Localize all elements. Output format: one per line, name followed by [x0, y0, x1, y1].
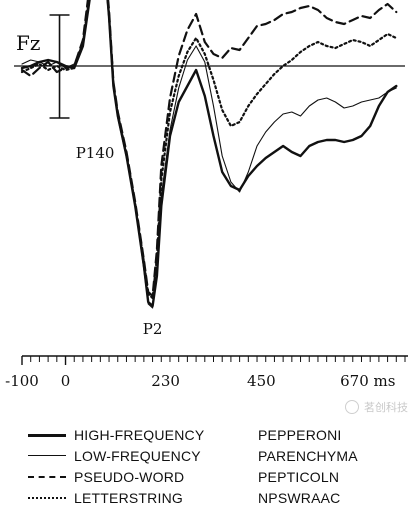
time-axis-tick-label: 0 — [61, 372, 71, 390]
series-line-dashed — [20, 0, 398, 298]
legend-series-name: PSEUDO-WORD — [74, 468, 185, 485]
legend-item: HIGH-FREQUENCY PEPPERONI — [28, 424, 388, 445]
axes-layer — [14, 14, 408, 365]
watermark-logo-icon — [345, 400, 359, 414]
legend-series-word: PEPTICOLN — [258, 468, 340, 485]
channel-label: Fz — [16, 31, 40, 55]
legend-swatch-dashed — [28, 472, 66, 482]
legend-series-word: NPSWRAAC — [258, 489, 341, 506]
series-layer — [20, 0, 398, 309]
legend-item: PSEUDO-WORD PEPTICOLN — [28, 466, 388, 487]
time-axis-tick-label: 230 — [151, 372, 180, 390]
watermark: 茗创科技 — [258, 395, 408, 419]
series-line-solid — [20, 0, 398, 308]
legend-item: LETTERSTRING NPSWRAAC — [28, 487, 388, 508]
legend-series-name: LETTERSTRING — [74, 489, 183, 506]
series-line-solid-thin — [21, 0, 397, 309]
legend-swatch-solid — [28, 430, 66, 440]
time-axis-tick-label: -100 — [5, 372, 39, 390]
legend-series-word: PARENCHYMA — [258, 447, 358, 464]
legend-item: LOW-FREQUENCY PARENCHYMA — [28, 445, 388, 466]
legend-swatch-dotted — [28, 493, 66, 503]
legend-series-word: PEPPERONI — [258, 426, 342, 443]
legend-series-name: LOW-FREQUENCY — [74, 447, 201, 464]
legend-swatch-thin — [28, 451, 66, 461]
series-line-dotted — [20, 0, 398, 300]
peak-label: P2 — [143, 320, 163, 338]
peak-label: P140 — [76, 144, 115, 162]
time-axis-tick-label: 450 — [247, 372, 276, 390]
legend-series-name: HIGH-FREQUENCY — [74, 426, 205, 443]
watermark-text: 茗创科技 — [364, 401, 408, 414]
time-axis-tick-label: 670 ms — [340, 372, 395, 390]
legend: HIGH-FREQUENCY PEPPERONI LOW-FREQUENCY P… — [28, 424, 388, 508]
